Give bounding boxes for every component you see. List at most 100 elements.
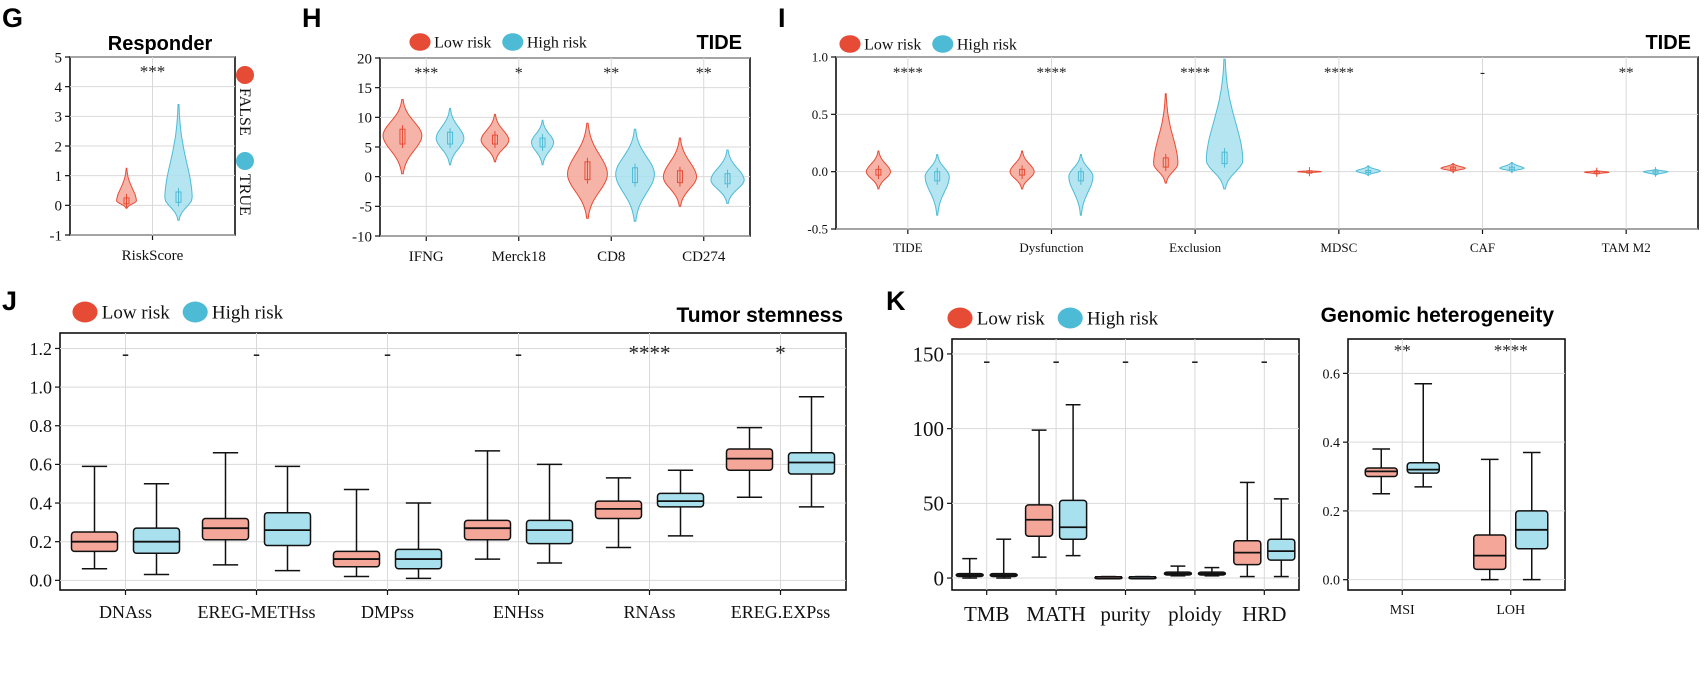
legend-low-label: Low risk bbox=[434, 35, 491, 52]
y-tick-label: 0 bbox=[365, 170, 373, 186]
y-tick-label: 5 bbox=[55, 50, 63, 66]
significance-label: - bbox=[1191, 348, 1198, 372]
panel-title: TIDE bbox=[1645, 32, 1691, 54]
box-high bbox=[656, 492, 705, 508]
y-tick-label: 0.0 bbox=[30, 571, 53, 591]
legend: FALSE TRUE bbox=[236, 66, 254, 216]
panel-k-right: MSI LOH 0.0 0.2 0.4 0.6 Genomic heterogeneity *… bbox=[1321, 304, 1566, 618]
significance-label: - bbox=[1480, 65, 1485, 81]
plot-frame bbox=[59, 332, 847, 591]
x-tick-label: TMB bbox=[964, 602, 1010, 626]
violin-box bbox=[875, 168, 882, 176]
y-tick-label: 10 bbox=[357, 111, 372, 127]
panel-label-h: H bbox=[302, 3, 322, 33]
x-tick-label: RiskScore bbox=[122, 248, 184, 264]
plot-frame bbox=[1347, 338, 1566, 591]
significance-label: **** bbox=[1037, 65, 1067, 81]
legend-true-swatch bbox=[236, 152, 254, 170]
violin-low bbox=[1153, 93, 1179, 184]
panel-g: RiskScore -1 0 1 2 3 4 5 Responder *** FALSE TRUE bbox=[50, 33, 254, 264]
legend: Low risk High risk bbox=[72, 301, 284, 324]
x-tick-label: EREG.EXPss bbox=[731, 602, 831, 622]
y-tick-label: 0.2 bbox=[30, 532, 53, 552]
y-tick-label: 3 bbox=[55, 110, 63, 126]
violin-box bbox=[1306, 170, 1313, 174]
panel-title: Responder bbox=[108, 33, 213, 55]
legend-low-swatch bbox=[947, 307, 973, 329]
y-tick-label: 1.0 bbox=[812, 50, 828, 65]
legend-high-label: High risk bbox=[527, 35, 587, 52]
y-tick-label: 5 bbox=[365, 140, 373, 156]
legend-false-swatch bbox=[236, 66, 254, 84]
panel-title: TIDE bbox=[696, 32, 742, 54]
significance-label: ** bbox=[603, 65, 619, 82]
violin-box bbox=[1593, 171, 1600, 175]
panel-k: TMB MATH purity ploidy HRD 0 50 100 150 Low risk H… bbox=[913, 307, 1300, 626]
box-high bbox=[1406, 462, 1440, 474]
y-tick-label: 2 bbox=[55, 139, 63, 155]
panel-label-i: I bbox=[778, 3, 786, 33]
violin-box bbox=[175, 191, 182, 203]
y-tick-label: 1.0 bbox=[30, 377, 53, 397]
violin-low bbox=[116, 167, 137, 209]
x-tick-label: MDSC bbox=[1320, 240, 1357, 255]
violin-box bbox=[724, 173, 731, 185]
y-tick-label: 0.2 bbox=[1323, 505, 1341, 520]
panel-label-g: G bbox=[2, 3, 23, 33]
legend-low-label: Low risk bbox=[977, 309, 1046, 330]
violin-box bbox=[632, 167, 639, 184]
box-high bbox=[132, 527, 181, 555]
panel-i: TIDE Dysfunction Exclusion MDSC CAF TAM M2-0.… bbox=[807, 32, 1699, 255]
significance-label: ** bbox=[1394, 341, 1411, 360]
panel-label-k: K bbox=[886, 286, 906, 316]
violin-box bbox=[1365, 170, 1372, 174]
y-tick-label: 50 bbox=[923, 492, 944, 516]
box-low bbox=[1473, 534, 1507, 571]
legend-low-label: Low risk bbox=[864, 37, 921, 54]
legend-high-swatch bbox=[502, 33, 524, 51]
x-tick-label: MSI bbox=[1390, 603, 1415, 618]
significance-label: **** bbox=[1494, 341, 1528, 360]
y-tick-label: -1 bbox=[50, 228, 63, 244]
violin-box bbox=[123, 197, 130, 205]
violin-high bbox=[164, 104, 193, 221]
significance-label: **** bbox=[1180, 65, 1210, 81]
violin-box bbox=[1508, 166, 1515, 170]
y-tick-label: 0.6 bbox=[30, 455, 53, 475]
significance-label: *** bbox=[140, 62, 166, 81]
significance-label: **** bbox=[1324, 65, 1354, 81]
y-tick-label: 15 bbox=[357, 81, 372, 97]
legend-high-swatch bbox=[932, 35, 954, 53]
box-low bbox=[725, 448, 774, 471]
x-tick-label: ploidy bbox=[1168, 602, 1222, 626]
significance-label: - bbox=[1261, 348, 1268, 372]
y-tick-label: 20 bbox=[357, 51, 372, 67]
legend-high-label: High risk bbox=[1087, 309, 1159, 330]
y-tick-label: 0.0 bbox=[812, 164, 828, 179]
x-tick-label: MATH bbox=[1026, 602, 1086, 626]
x-tick-label: TAM M2 bbox=[1602, 240, 1651, 255]
panel-h: IFNG Merck18 CD8 CD274 -10 -5 0 5 10 15 20 TIDE Low … bbox=[352, 32, 751, 265]
significance-label: - bbox=[983, 348, 990, 372]
legend-low-swatch bbox=[72, 301, 98, 323]
significance-label: - bbox=[1122, 348, 1129, 372]
violin-box bbox=[447, 131, 454, 145]
y-tick-label: 0.5 bbox=[812, 107, 828, 122]
y-tick-label: 4 bbox=[55, 80, 63, 96]
violin-box bbox=[1450, 166, 1457, 170]
y-tick-label: 0 bbox=[934, 566, 945, 590]
y-tick-label: 0 bbox=[55, 199, 63, 215]
x-tick-label: Dysfunction bbox=[1019, 240, 1084, 255]
y-tick-label: 0.4 bbox=[30, 493, 53, 513]
x-tick-label: LOH bbox=[1496, 603, 1525, 618]
legend-true-label: TRUE bbox=[236, 174, 253, 216]
significance-label: ** bbox=[696, 65, 712, 82]
x-tick-label: Exclusion bbox=[1169, 240, 1221, 255]
violin-box bbox=[1077, 171, 1084, 182]
legend-high-swatch bbox=[1057, 307, 1083, 329]
legend-low-swatch bbox=[839, 35, 861, 53]
violin-high bbox=[924, 154, 950, 216]
y-tick-label: 150 bbox=[913, 342, 945, 366]
y-tick-label: 0.0 bbox=[1323, 574, 1341, 589]
violin-box bbox=[1652, 170, 1659, 174]
